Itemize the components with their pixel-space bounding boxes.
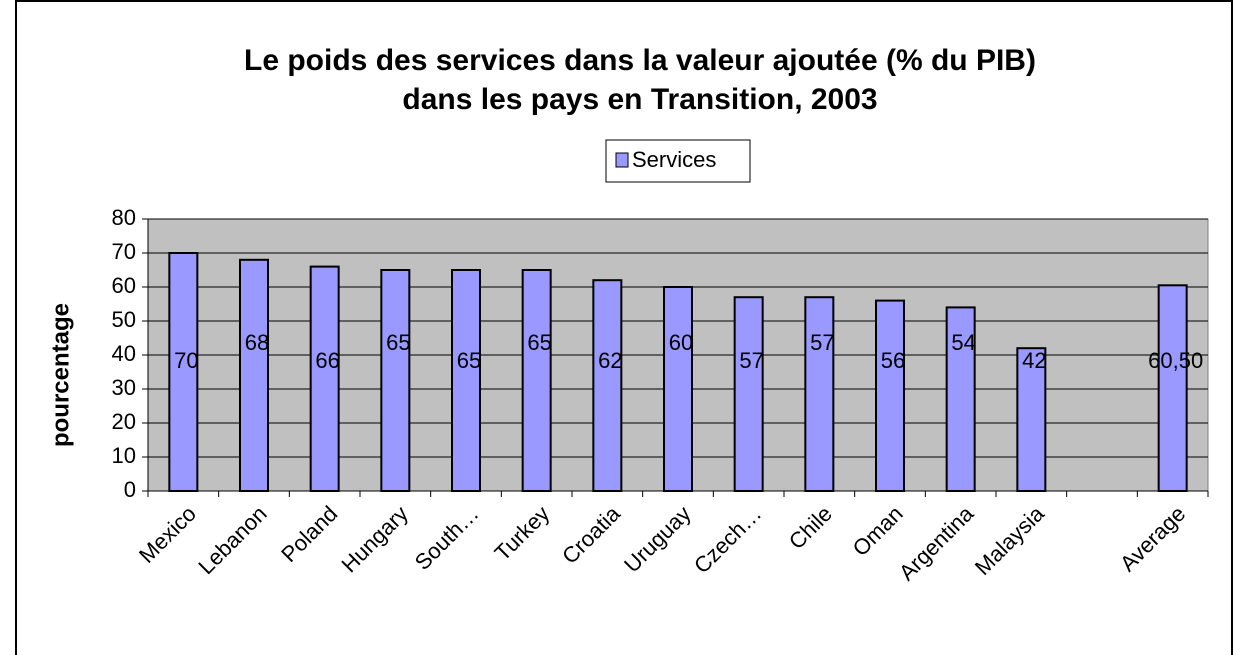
- data-label: 60,50: [1148, 348, 1203, 373]
- data-label: 57: [810, 330, 834, 355]
- bar: [733, 296, 764, 493]
- y-tick-label: 40: [112, 341, 136, 366]
- y-tick-label: 20: [112, 409, 136, 434]
- bar: [1157, 284, 1188, 492]
- chart-title: dans les pays en Transition, 2003: [402, 83, 877, 116]
- bar: [1016, 347, 1047, 493]
- bar: [451, 269, 481, 492]
- data-label: 56: [881, 348, 905, 373]
- bar: [168, 252, 199, 492]
- data-label: 68: [245, 330, 269, 355]
- chart-title: Le poids des services dans la valeur ajo…: [244, 44, 1036, 77]
- data-label: 66: [315, 348, 339, 373]
- y-tick-label: 70: [112, 239, 136, 264]
- y-tick-label: 80: [112, 205, 136, 230]
- data-label: 70: [174, 348, 198, 373]
- legend-swatch: [615, 152, 629, 168]
- y-tick-label: 60: [112, 273, 136, 298]
- bar: [521, 269, 552, 492]
- data-label: 54: [951, 330, 975, 355]
- y-tick-label: 50: [112, 307, 136, 332]
- legend-box: [605, 139, 751, 183]
- data-label: 65: [457, 348, 481, 373]
- bar: [945, 306, 976, 492]
- y-tick-label: 10: [112, 443, 136, 468]
- bar: [309, 265, 340, 492]
- legend-label: Services: [632, 147, 716, 172]
- data-label: 42: [1022, 348, 1046, 373]
- data-label: 60: [669, 330, 693, 355]
- data-label: 65: [527, 330, 551, 355]
- y-tick-label: 30: [112, 375, 136, 400]
- data-label: 65: [386, 330, 410, 355]
- bar: [239, 258, 269, 492]
- bar: [592, 279, 623, 493]
- bar: [663, 286, 693, 492]
- y-axis-label: pourcentage: [47, 303, 74, 447]
- bar: [875, 299, 905, 492]
- bar: [380, 269, 411, 492]
- y-tick-label: 0: [124, 477, 136, 502]
- data-label: 62: [598, 348, 622, 373]
- bar: [804, 296, 835, 493]
- data-label: 57: [739, 348, 763, 373]
